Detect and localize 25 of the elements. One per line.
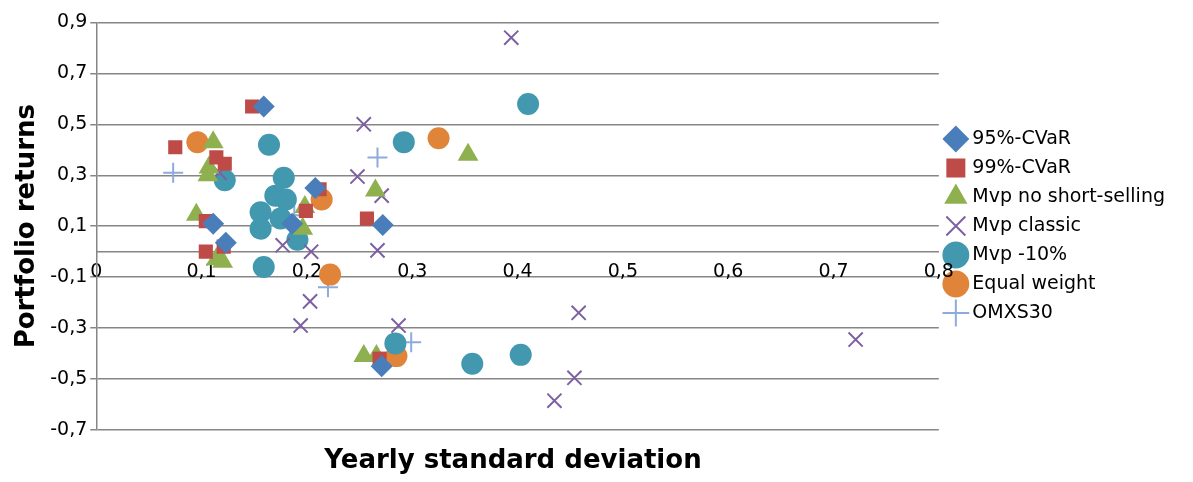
y-tick-label: 0,7 — [57, 60, 88, 83]
x-tick-label: 0,4 — [502, 259, 533, 282]
y-tick-label: -0,1 — [50, 264, 88, 287]
y-axis-title: Portfolio returns — [10, 104, 41, 349]
x-tick-label: 0,3 — [397, 259, 428, 282]
x-tick-label: 0,5 — [607, 259, 638, 282]
x-tick-label: 0,8 — [923, 259, 954, 282]
y-tick-label: -0,7 — [50, 416, 88, 439]
x-tick-label: 0,6 — [713, 259, 744, 282]
legend-label: Mvp no short-selling — [972, 183, 1165, 206]
legend-label: Mvp -10% — [972, 241, 1068, 264]
legend-label: 95%-CVaR — [972, 125, 1072, 148]
y-tick-label: -0,5 — [50, 365, 88, 388]
x-axis-title: Yearly standard deviation — [323, 444, 703, 474]
y-tick-label: 0,1 — [57, 213, 88, 236]
legend-label: 99%-CVaR — [972, 154, 1072, 177]
y-tick-label: 0,3 — [57, 162, 88, 185]
legend-label: Equal weight — [972, 270, 1096, 293]
y-tick-label: -0,3 — [50, 315, 88, 338]
legend-label: Mvp classic — [972, 212, 1081, 235]
legend-label: OMXS30 — [972, 299, 1053, 322]
x-tick-label: 0,2 — [291, 259, 323, 282]
x-tick-label: 0,7 — [818, 259, 849, 282]
y-tick-label: 0,5 — [57, 111, 88, 134]
y-tick-label: 0,9 — [57, 9, 88, 32]
